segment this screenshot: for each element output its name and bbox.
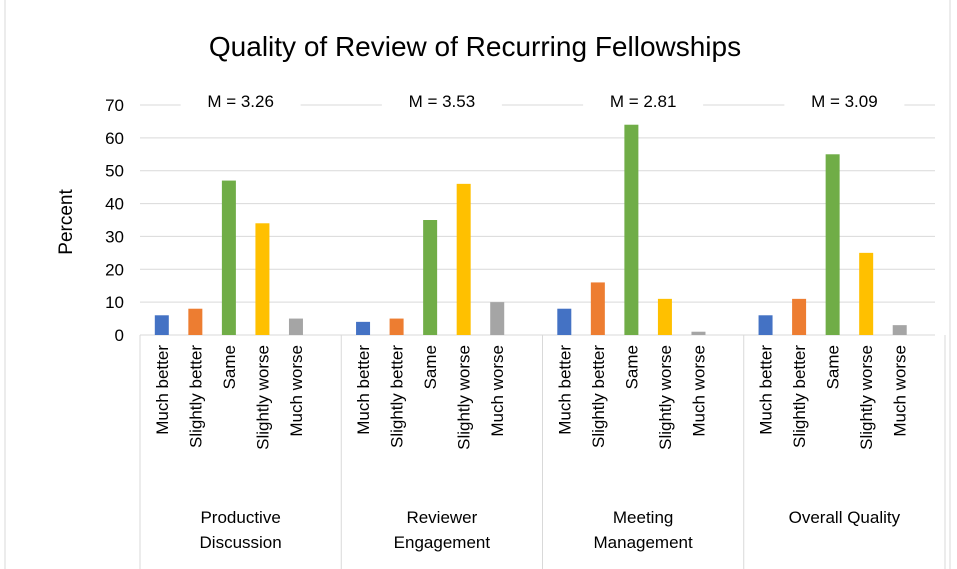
x-tick-label: Much worse — [488, 345, 507, 437]
bar — [154, 315, 169, 335]
group-label: Overall Quality — [788, 508, 901, 527]
x-tick-label: Same — [824, 345, 843, 389]
annotation: M = 3.53 — [409, 92, 476, 111]
x-tick-label: Slightly better — [790, 345, 809, 448]
group-label: Productive Discussion — [199, 508, 282, 552]
y-axis-label: Percent — [56, 189, 77, 255]
x-tick-label: Same — [421, 345, 440, 389]
x-tick-label: Much worse — [287, 345, 306, 437]
x-tick-label: Same — [622, 345, 641, 389]
x-tick-label: Slightly worse — [253, 345, 272, 450]
y-tick-label: 30 — [105, 227, 124, 246]
bar — [825, 154, 840, 335]
y-tick-label: 0 — [115, 326, 124, 345]
bar — [691, 331, 706, 335]
bar — [188, 308, 203, 335]
x-tick-label: Much better — [757, 345, 776, 435]
x-tick-label: Slightly worse — [656, 345, 675, 450]
annotation-box — [583, 89, 704, 117]
annotation: M = 3.26 — [207, 92, 274, 111]
x-tick-label: Much better — [354, 345, 373, 435]
bar — [456, 183, 471, 335]
bar — [892, 325, 907, 335]
group-label: Reviewer Engagement — [393, 508, 491, 552]
bar — [657, 298, 672, 335]
group-label: Meeting Management — [593, 508, 693, 552]
x-tick-label: Slightly better — [388, 345, 407, 448]
bar — [221, 180, 236, 335]
bar — [423, 220, 438, 335]
bar — [624, 124, 639, 335]
x-tick-label: Much better — [153, 345, 172, 435]
bar — [792, 298, 807, 335]
x-tick-label: Much worse — [891, 345, 910, 437]
bar — [255, 223, 270, 335]
bar — [288, 318, 303, 335]
bar — [490, 302, 505, 335]
annotation-box — [180, 89, 301, 117]
x-tick-label: Slightly better — [589, 345, 608, 448]
bar — [859, 252, 874, 335]
x-tick-label: Slightly worse — [857, 345, 876, 450]
y-tick-label: 60 — [105, 129, 124, 148]
x-tick-label: Same — [220, 345, 239, 389]
annotation: M = 2.81 — [610, 92, 677, 111]
annotation-box — [381, 89, 502, 117]
chart-title: Quality of Review of Recurring Fellowshi… — [209, 31, 741, 62]
annotation: M = 3.09 — [811, 92, 878, 111]
bar — [590, 282, 605, 335]
x-tick-label: Much worse — [689, 345, 708, 437]
y-tick-label: 70 — [105, 96, 124, 115]
chart-border — [4, 0, 951, 569]
annotation-box — [784, 89, 905, 117]
bar — [389, 318, 404, 335]
y-tick-label: 50 — [105, 162, 124, 181]
y-tick-label: 40 — [105, 195, 124, 214]
y-tick-label: 10 — [105, 293, 124, 312]
y-tick-label: 20 — [105, 260, 124, 279]
x-tick-label: Slightly better — [186, 345, 205, 448]
bar — [557, 308, 572, 335]
bar — [758, 315, 773, 335]
x-tick-label: Slightly worse — [455, 345, 474, 450]
x-tick-label: Much better — [555, 345, 574, 435]
bar — [356, 321, 371, 335]
